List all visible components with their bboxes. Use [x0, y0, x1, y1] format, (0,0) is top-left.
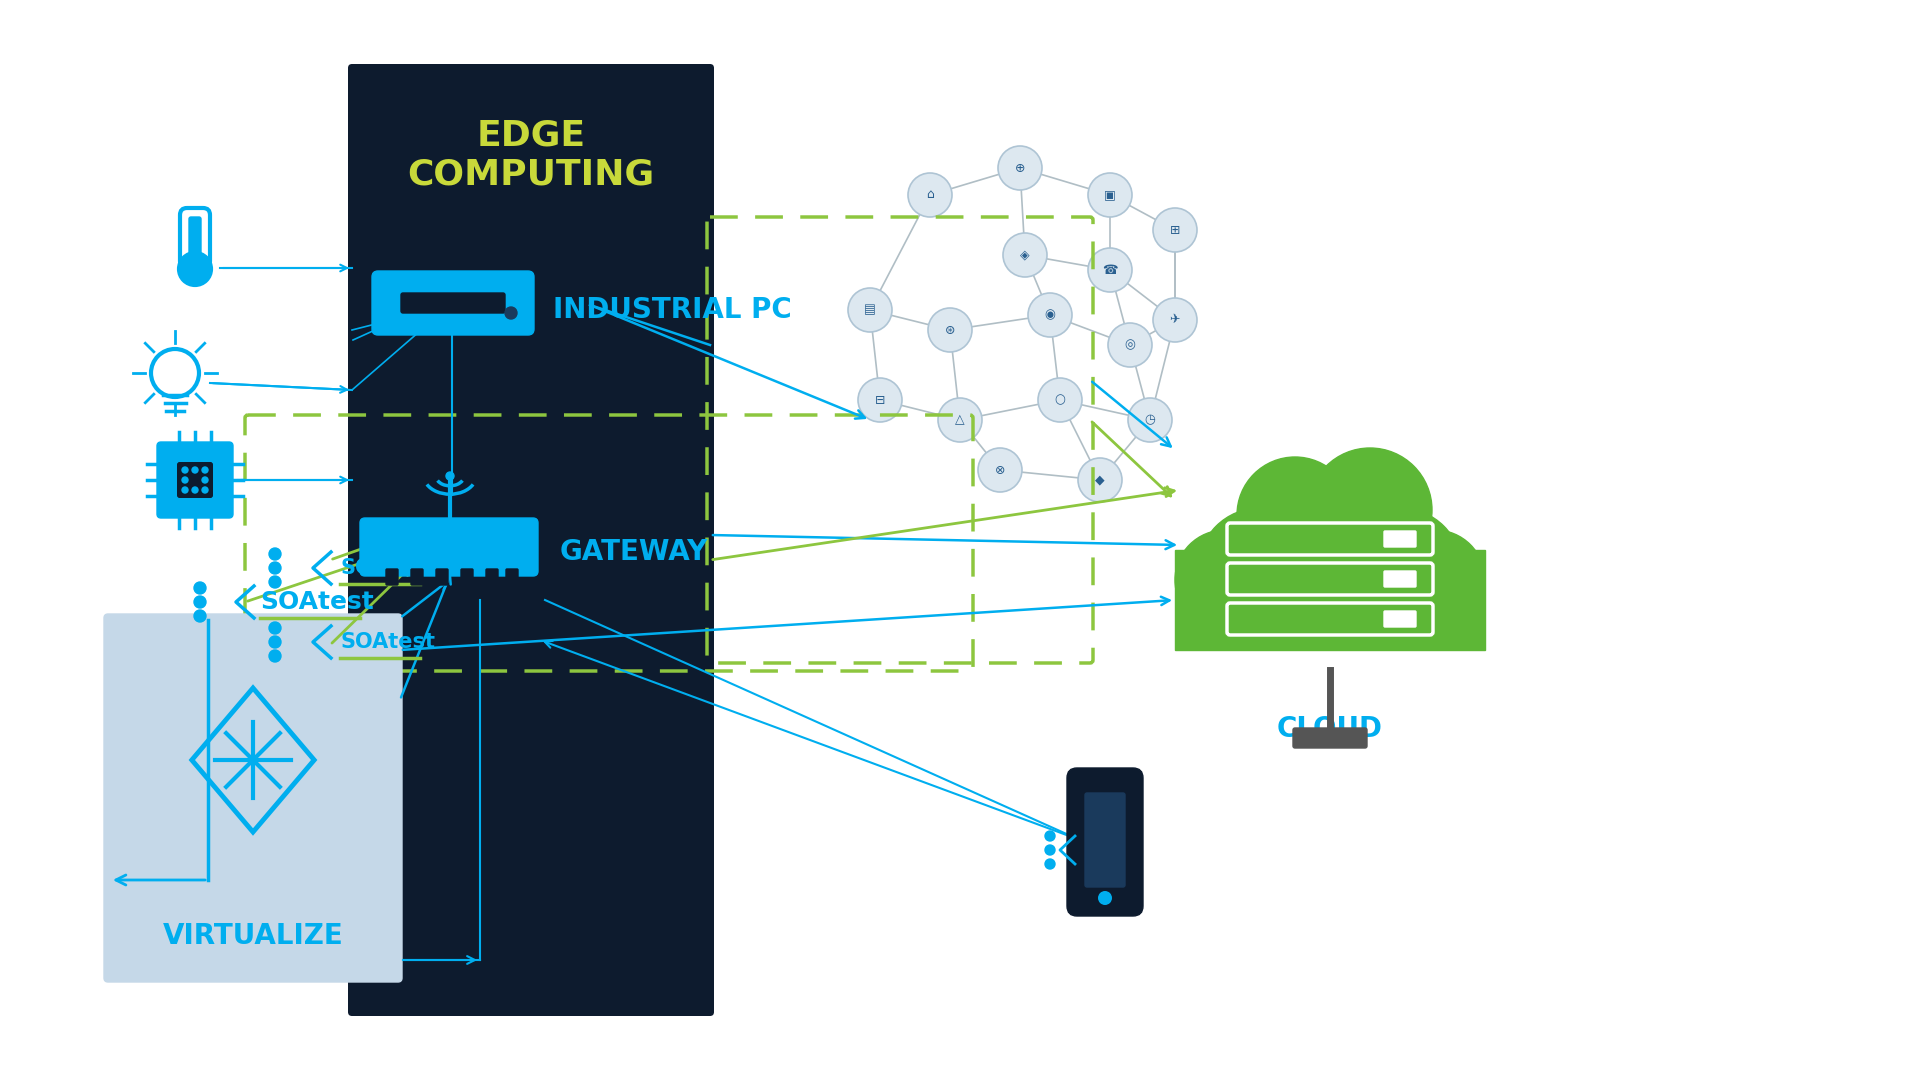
FancyBboxPatch shape: [411, 569, 422, 585]
Circle shape: [445, 472, 453, 480]
Circle shape: [1044, 859, 1054, 869]
Circle shape: [269, 636, 280, 648]
Circle shape: [939, 399, 981, 442]
Circle shape: [182, 487, 188, 492]
FancyBboxPatch shape: [1384, 611, 1417, 627]
Circle shape: [1089, 248, 1133, 292]
Text: SOAtest: SOAtest: [259, 590, 374, 615]
Circle shape: [1039, 378, 1083, 422]
Text: ◉: ◉: [1044, 309, 1056, 322]
Text: VIRTUALIZE: VIRTUALIZE: [163, 922, 344, 950]
Circle shape: [1044, 831, 1054, 841]
Circle shape: [1154, 208, 1196, 252]
Text: ☎: ☎: [1102, 264, 1117, 276]
Text: INDUSTRIAL PC: INDUSTRIAL PC: [553, 296, 791, 324]
FancyBboxPatch shape: [348, 64, 714, 1016]
Circle shape: [1258, 468, 1402, 612]
Text: EDGE
COMPUTING: EDGE COMPUTING: [407, 119, 655, 192]
Text: ⌂: ⌂: [925, 189, 933, 202]
FancyBboxPatch shape: [1068, 768, 1142, 916]
FancyBboxPatch shape: [507, 569, 518, 585]
FancyBboxPatch shape: [1384, 571, 1417, 588]
Text: ◎: ◎: [1125, 338, 1135, 351]
Text: ▣: ▣: [1104, 189, 1116, 202]
Circle shape: [927, 308, 972, 352]
Text: ○: ○: [1054, 393, 1066, 406]
Circle shape: [1338, 508, 1461, 632]
Text: CLOUD: CLOUD: [1277, 715, 1382, 743]
Text: ⊗: ⊗: [995, 463, 1006, 476]
Circle shape: [858, 378, 902, 422]
FancyBboxPatch shape: [361, 518, 538, 576]
FancyBboxPatch shape: [401, 293, 505, 313]
Circle shape: [908, 173, 952, 217]
Text: ◈: ◈: [1020, 248, 1029, 261]
Circle shape: [1108, 323, 1152, 367]
FancyBboxPatch shape: [461, 569, 472, 585]
Circle shape: [179, 253, 211, 285]
Circle shape: [1175, 530, 1275, 630]
Circle shape: [1384, 530, 1484, 630]
FancyBboxPatch shape: [386, 569, 397, 585]
Text: GATEWAY: GATEWAY: [561, 538, 708, 566]
Circle shape: [977, 448, 1021, 492]
Text: ✈: ✈: [1169, 313, 1181, 326]
Circle shape: [192, 467, 198, 473]
Circle shape: [1044, 845, 1054, 855]
Text: ⊛: ⊛: [945, 324, 956, 337]
FancyBboxPatch shape: [179, 462, 213, 497]
FancyBboxPatch shape: [104, 615, 401, 982]
FancyBboxPatch shape: [157, 442, 232, 518]
Circle shape: [1002, 233, 1046, 276]
Text: ⊟: ⊟: [876, 393, 885, 406]
Circle shape: [505, 307, 516, 319]
Circle shape: [1089, 173, 1133, 217]
FancyBboxPatch shape: [1175, 550, 1484, 650]
Circle shape: [1098, 891, 1112, 905]
Circle shape: [269, 650, 280, 662]
Circle shape: [269, 576, 280, 588]
Circle shape: [1027, 293, 1071, 337]
Text: SOAtest: SOAtest: [340, 632, 436, 652]
FancyBboxPatch shape: [188, 217, 202, 259]
Circle shape: [1198, 508, 1323, 632]
Circle shape: [1154, 298, 1196, 342]
Circle shape: [182, 467, 188, 473]
Text: △: △: [954, 414, 966, 427]
Text: ⊕: ⊕: [1016, 162, 1025, 175]
Circle shape: [1308, 448, 1432, 572]
Circle shape: [194, 610, 205, 622]
Circle shape: [194, 596, 205, 608]
Circle shape: [192, 487, 198, 492]
Circle shape: [1129, 399, 1171, 442]
Circle shape: [1236, 457, 1354, 573]
Circle shape: [1077, 458, 1121, 502]
FancyBboxPatch shape: [436, 569, 447, 585]
Circle shape: [202, 477, 207, 483]
FancyBboxPatch shape: [1085, 793, 1125, 887]
Text: ◷: ◷: [1144, 414, 1156, 427]
Text: SOAtest: SOAtest: [340, 558, 436, 578]
Text: ⊞: ⊞: [1169, 224, 1181, 237]
FancyBboxPatch shape: [486, 569, 497, 585]
Circle shape: [202, 467, 207, 473]
FancyBboxPatch shape: [1292, 728, 1367, 748]
Circle shape: [202, 487, 207, 492]
Circle shape: [269, 622, 280, 634]
Circle shape: [998, 146, 1043, 190]
Circle shape: [194, 582, 205, 594]
Text: ◆: ◆: [1094, 473, 1104, 486]
Text: ▤: ▤: [864, 303, 876, 316]
Circle shape: [849, 288, 893, 332]
Circle shape: [182, 477, 188, 483]
FancyBboxPatch shape: [1384, 531, 1417, 546]
Circle shape: [269, 548, 280, 561]
FancyBboxPatch shape: [372, 271, 534, 335]
Circle shape: [269, 562, 280, 573]
